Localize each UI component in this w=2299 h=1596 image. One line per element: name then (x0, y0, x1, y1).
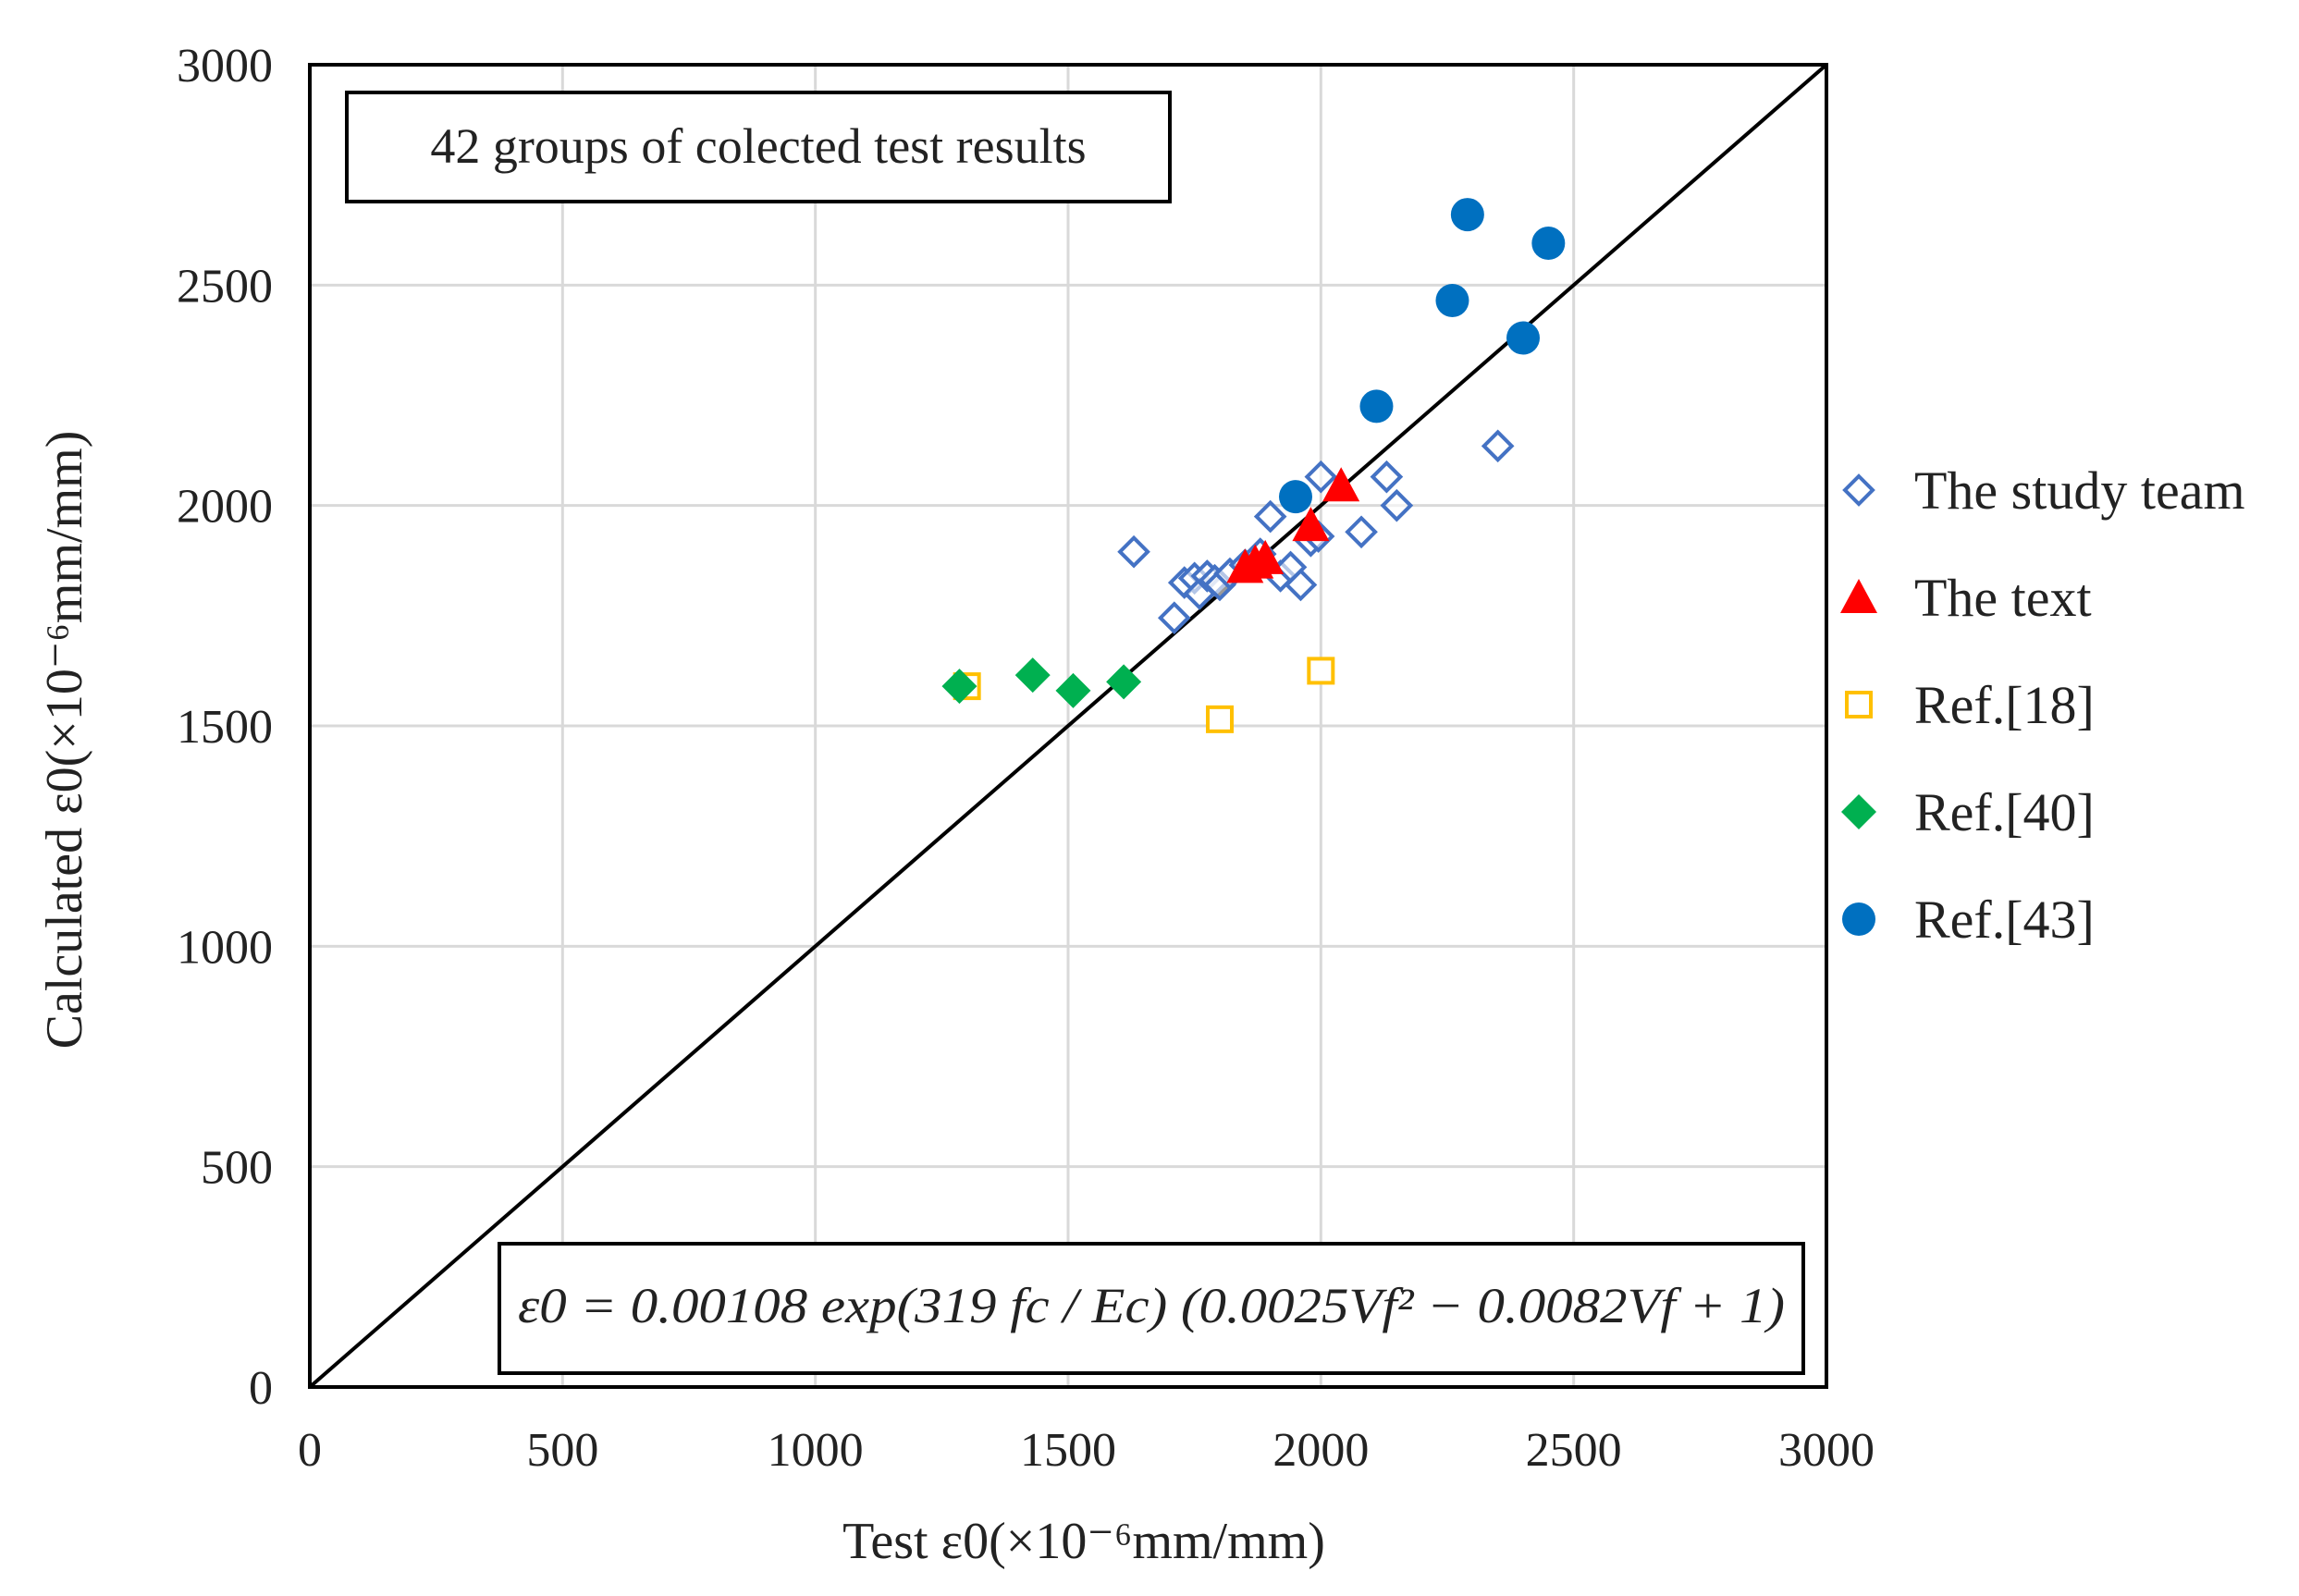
data-point (1370, 460, 1404, 494)
legend: The study team The text Ref.[18] Ref.[40] Re… (1840, 460, 2245, 950)
data-points (941, 198, 1566, 733)
legend-label-ref-18: Ref.[18] (1914, 675, 2095, 735)
y-tick-label: 1000 (177, 921, 273, 974)
data-point (1450, 198, 1484, 232)
data-point (1481, 429, 1515, 463)
data-point (1253, 499, 1287, 534)
data-point (1106, 664, 1142, 700)
data-point (1435, 284, 1469, 318)
series-ref-18 (953, 657, 1335, 733)
legend-marker-the-text (1840, 579, 1877, 613)
y-tick-label: 0 (249, 1362, 273, 1415)
y-tick-label: 3000 (177, 40, 273, 92)
legend-label-ref-43: Ref.[43] (1914, 890, 2095, 950)
y-tick-label: 1500 (177, 701, 273, 754)
data-point (1157, 601, 1191, 635)
x-axis-ticks: 0 500 1000 1500 2000 2500 3000 (298, 1424, 1875, 1477)
x-tick-label: 3000 (1778, 1424, 1875, 1477)
data-point (1247, 539, 1285, 574)
x-tick-label: 2000 (1272, 1424, 1369, 1477)
y-axis-label: Calculated ε0(×10⁻⁶mm/mm) (36, 431, 93, 1050)
data-point (1279, 480, 1312, 514)
reference-line (308, 63, 1828, 1389)
data-point (1506, 321, 1540, 355)
count-annotation-text: 42 groups of colected test results (430, 118, 1086, 174)
data-point (1345, 515, 1378, 549)
x-tick-label: 500 (526, 1424, 598, 1477)
legend-marker-the-study-team (1842, 473, 1875, 507)
legend-label-the-study-team: The study team (1914, 460, 2245, 521)
legend-label-the-text: The text (1914, 568, 2092, 628)
x-tick-label: 1000 (768, 1424, 864, 1477)
x-tick-label: 1500 (1020, 1424, 1116, 1477)
data-point (1307, 657, 1335, 685)
formula-box: ε0 = 0.00108 exp(319 fc / Ec) (0.0025Vf²… (498, 1242, 1805, 1375)
data-point (1531, 227, 1566, 261)
y-axis-ticks: 0 500 1000 1500 2000 2500 3000 (177, 40, 273, 1415)
data-point (1284, 568, 1318, 602)
data-point (1117, 534, 1150, 569)
legend-marker-ref-18 (1845, 691, 1873, 718)
count-annotation-box: 42 groups of colected test results (345, 91, 1172, 203)
data-point (1359, 389, 1394, 424)
y-tick-label: 500 (201, 1142, 273, 1195)
data-point (1206, 705, 1234, 733)
data-point (1292, 507, 1330, 542)
data-point (1304, 460, 1338, 494)
data-point (1055, 672, 1091, 708)
data-point (1014, 657, 1051, 694)
legend-marker-ref-43 (1842, 902, 1875, 936)
data-point (941, 669, 977, 705)
y-tick-label: 2500 (177, 260, 273, 313)
series-ref-43 (1279, 198, 1566, 514)
data-point (1380, 488, 1414, 522)
y-tick-label: 2000 (177, 481, 273, 534)
series-the-text (1226, 467, 1360, 583)
legend-marker-ref-40 (1841, 794, 1876, 829)
legend-label-ref-40: Ref.[40] (1914, 782, 2095, 842)
formula-text: ε0 = 0.00108 exp(319 fc / Ec) (0.0025Vf²… (518, 1278, 1785, 1333)
reference-line-layer (308, 63, 1828, 1389)
series-ref-40 (941, 657, 1142, 708)
x-tick-label: 0 (298, 1424, 322, 1477)
x-tick-label: 2500 (1526, 1424, 1622, 1477)
data-point (1322, 467, 1360, 502)
plot-frame (308, 63, 1828, 1389)
x-axis-label: Test ε0(×10⁻⁶mm/mm) (842, 1513, 1325, 1570)
